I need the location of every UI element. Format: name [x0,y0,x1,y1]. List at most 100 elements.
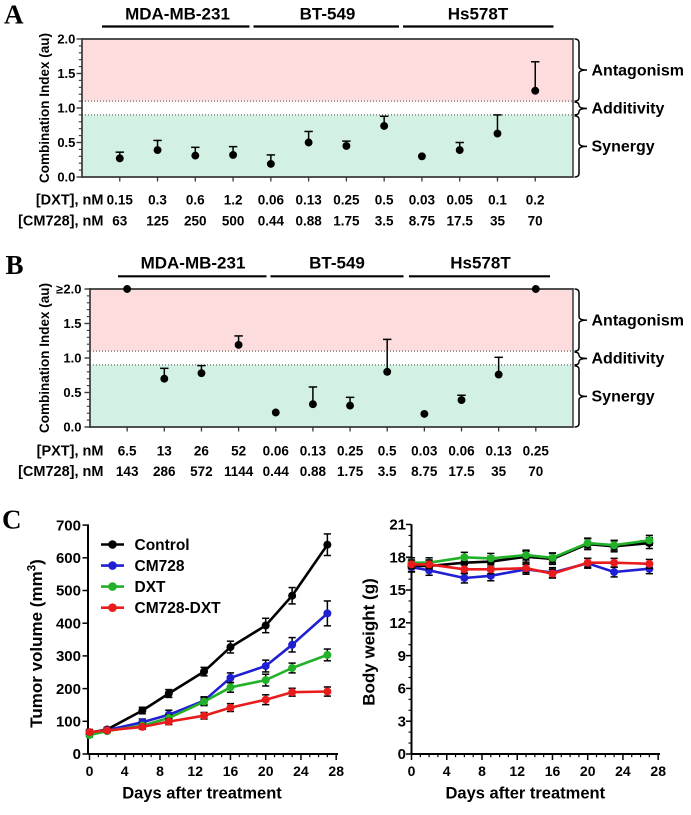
svg-text:B: B [6,250,24,280]
svg-text:0.88: 0.88 [300,464,327,479]
svg-text:[CM728], nM: [CM728], nM [18,214,103,230]
svg-text:700: 700 [56,517,81,534]
svg-text:3.5: 3.5 [375,214,394,229]
svg-text:0.25: 0.25 [337,444,364,459]
svg-text:[DXT], nM: [DXT], nM [36,193,104,209]
svg-text:0.6: 0.6 [186,193,205,208]
svg-text:0.25: 0.25 [523,444,550,459]
svg-text:286: 286 [153,464,176,479]
svg-text:1.75: 1.75 [333,214,360,229]
svg-text:Hs578T: Hs578T [448,5,509,24]
svg-text:24: 24 [615,763,631,779]
svg-text:400: 400 [56,615,81,632]
svg-text:0.06: 0.06 [258,193,285,208]
svg-text:Hs578T: Hs578T [450,254,511,273]
svg-text:0.5: 0.5 [375,193,394,208]
svg-text:16: 16 [545,763,561,779]
svg-text:0.5: 0.5 [378,444,397,459]
svg-text:1.0: 1.0 [63,351,81,366]
svg-text:1.75: 1.75 [337,464,364,479]
svg-text:0.5: 0.5 [63,385,81,400]
svg-text:12: 12 [509,763,525,779]
svg-text:24: 24 [293,763,309,779]
svg-text:0.44: 0.44 [258,214,285,229]
svg-text:0: 0 [73,746,81,763]
svg-text:28: 28 [650,763,666,779]
svg-text:1144: 1144 [224,464,254,479]
svg-text:CM728: CM728 [135,558,185,575]
svg-text:0.0: 0.0 [57,170,75,185]
svg-text:Synergy: Synergy [592,388,655,405]
svg-text:6: 6 [398,681,406,698]
svg-text:0.03: 0.03 [411,444,438,459]
svg-text:0.25: 0.25 [333,193,360,208]
svg-text:35: 35 [491,464,507,479]
svg-text:DXT: DXT [135,579,167,596]
svg-text:4: 4 [443,763,451,779]
svg-text:MDA-MB-231: MDA-MB-231 [125,5,230,24]
svg-text:0.06: 0.06 [263,444,290,459]
svg-text:Antagonism: Antagonism [592,63,684,80]
svg-text:200: 200 [56,681,81,698]
svg-text:21: 21 [389,517,406,534]
svg-text:Additivity: Additivity [592,351,665,368]
svg-text:8.75: 8.75 [409,214,436,229]
svg-text:BT-549: BT-549 [309,254,365,273]
svg-text:0.2: 0.2 [526,193,545,208]
svg-text:3: 3 [398,713,406,730]
svg-text:0.3: 0.3 [148,193,167,208]
svg-text:CM728-DXT: CM728-DXT [135,600,222,617]
svg-text:Body weight (g): Body weight (g) [360,578,379,705]
svg-text:Days after treatment: Days after treatment [122,785,282,803]
svg-text:572: 572 [190,464,213,479]
svg-text:500: 500 [56,583,81,600]
svg-text:15: 15 [389,582,406,599]
svg-text:70: 70 [528,214,543,229]
svg-text:70: 70 [528,464,543,479]
svg-text:8.75: 8.75 [411,464,438,479]
svg-text:2.0: 2.0 [57,32,75,47]
svg-text:1.5: 1.5 [57,66,75,81]
svg-text:0.1: 0.1 [488,193,507,208]
svg-text:1.5: 1.5 [63,316,81,331]
svg-text:20: 20 [580,763,596,779]
svg-text:Combination Index (au): Combination Index (au) [37,283,52,433]
svg-text:0.03: 0.03 [409,193,436,208]
svg-text:0: 0 [408,763,416,779]
svg-text:0.15: 0.15 [107,193,134,208]
svg-text:BT-549: BT-549 [300,5,356,24]
svg-text:17.5: 17.5 [447,214,474,229]
svg-text:125: 125 [146,214,169,229]
svg-text:28: 28 [328,763,344,779]
svg-text:100: 100 [56,714,81,731]
svg-text:2.0: 2.0 [63,282,81,297]
svg-text:Tumor volume (mm3): Tumor volume (mm3) [27,559,47,728]
svg-text:Days after treatment: Days after treatment [446,785,606,803]
svg-text:18: 18 [389,550,406,567]
svg-text:8: 8 [478,763,486,779]
svg-text:143: 143 [116,464,139,479]
svg-text:0.13: 0.13 [485,444,512,459]
svg-text:13: 13 [157,444,173,459]
svg-text:Antagonism: Antagonism [592,313,684,330]
svg-text:0.5: 0.5 [57,135,75,150]
svg-text:52: 52 [231,444,246,459]
svg-text:300: 300 [56,648,81,665]
svg-text:16: 16 [223,763,239,779]
svg-text:500: 500 [222,214,245,229]
svg-text:Combination Index (au): Combination Index (au) [37,33,52,183]
svg-text:Synergy: Synergy [592,138,655,155]
svg-text:Additivity: Additivity [592,101,665,118]
svg-text:250: 250 [184,214,207,229]
svg-text:0.88: 0.88 [295,214,322,229]
svg-text:600: 600 [56,550,81,567]
svg-text:12: 12 [187,763,203,779]
svg-text:0.13: 0.13 [300,444,327,459]
svg-text:0.44: 0.44 [263,464,290,479]
svg-text:12: 12 [389,615,406,632]
svg-text:A: A [4,0,24,30]
svg-text:0: 0 [398,746,406,763]
svg-text:0.13: 0.13 [295,193,322,208]
svg-text:17.5: 17.5 [448,464,475,479]
svg-text:0.05: 0.05 [447,193,474,208]
